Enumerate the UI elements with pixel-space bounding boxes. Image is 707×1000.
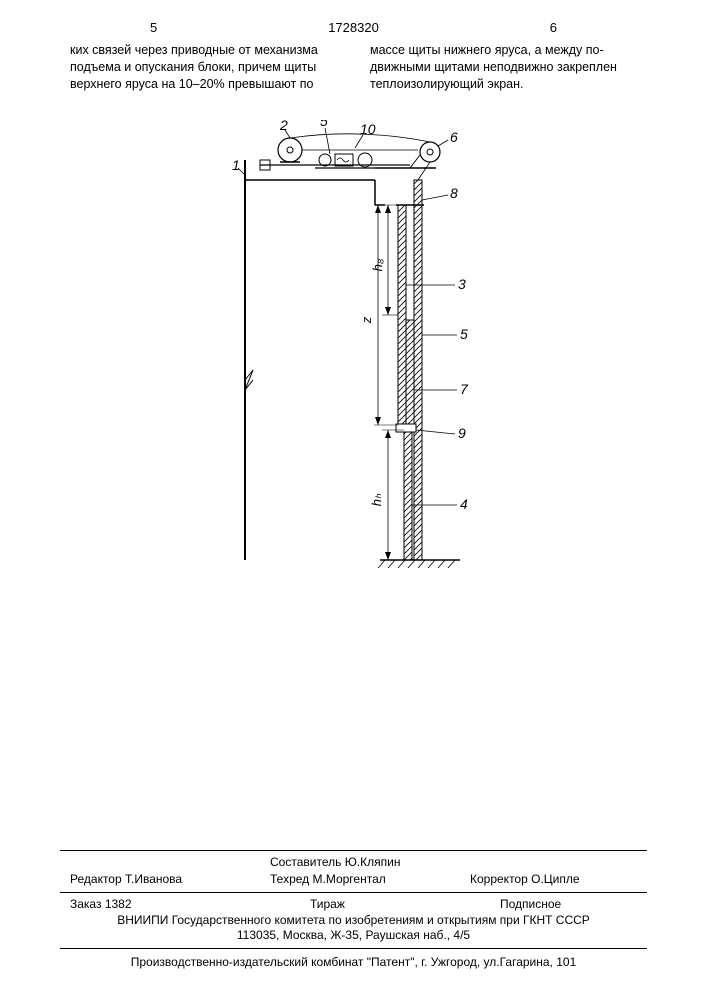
patent-number: 1728320 (328, 20, 379, 35)
label-6: 6 (450, 129, 458, 145)
body-text-left: ких связей через приводные от механизма … (70, 42, 340, 93)
figure: h₈ z hₕ 1 2 5 10 6 8 3 5 7 9 4 (160, 120, 540, 600)
body-text-right: массе щиты нижнего яруса, а между по­дви… (370, 42, 640, 93)
dim-hh: hₕ (369, 493, 384, 506)
label-2: 2 (279, 120, 288, 133)
label-9: 9 (458, 425, 466, 441)
label-1: 1 (232, 157, 240, 173)
label-8: 8 (450, 185, 458, 201)
label-5: 5 (460, 326, 468, 342)
label-7: 7 (460, 381, 469, 397)
footer-subscribed: Подписное (500, 897, 561, 911)
footer-publisher: Производственно-издательский комбинат "П… (0, 955, 707, 969)
divider-top (60, 850, 647, 851)
footer-address: 113035, Москва, Ж-35, Раушская наб., 4/5 (0, 928, 707, 942)
credit-corrector: Корректор О.Ципле (470, 872, 580, 886)
footer-org: ВНИИПИ Государственного комитета по изоб… (0, 913, 707, 927)
dim-h8: h₈ (370, 258, 385, 271)
divider-bottom (60, 948, 647, 949)
page-number-left: 5 (150, 20, 157, 35)
footer-tirazh: Тираж (310, 897, 345, 911)
divider-mid (60, 892, 647, 893)
label-4: 4 (460, 496, 468, 512)
credit-editor: Редактор Т.Иванова (70, 872, 182, 886)
label-10: 10 (360, 121, 376, 137)
label-3: 3 (458, 276, 466, 292)
credit-compiler: Составитель Ю.Кляпин (270, 855, 400, 869)
footer-order: Заказ 1382 (70, 897, 132, 911)
label-5-top: 5 (320, 120, 328, 129)
page-number-right: 6 (550, 20, 557, 35)
dim-z: z (359, 316, 374, 324)
credit-techred: Техред М.Моргентал (270, 872, 386, 886)
figure-svg: h₈ z hₕ 1 2 5 10 6 8 3 5 7 9 4 (160, 120, 540, 600)
